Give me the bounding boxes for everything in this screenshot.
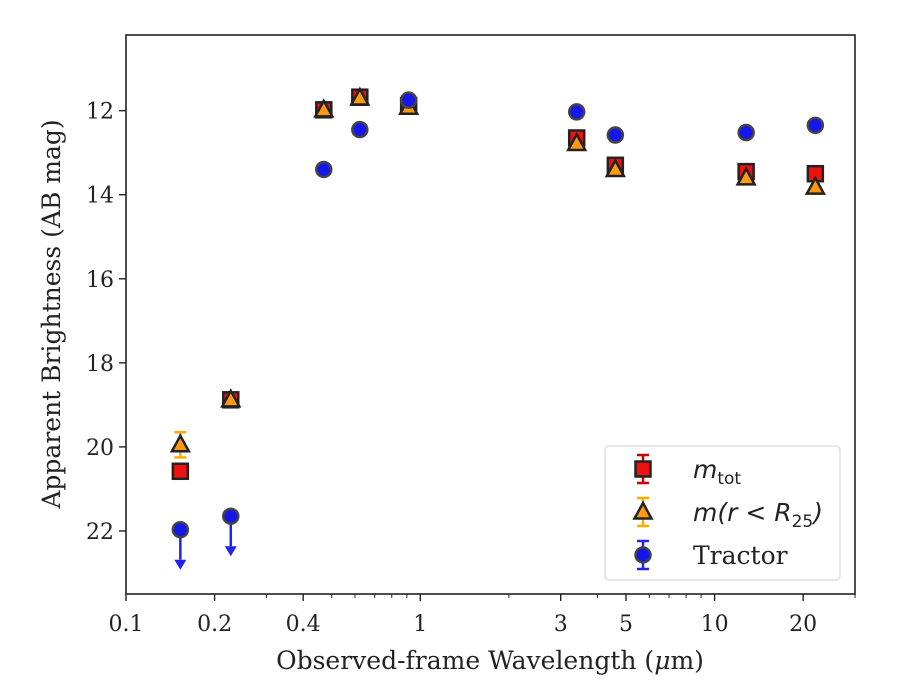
legend-marker-mtot [634,453,652,485]
circle-marker [737,123,755,142]
x-tick-label: 0.2 [197,612,232,637]
arrow-head [174,559,187,570]
data-point-tractor [737,123,755,142]
data-point-tractor [806,116,825,135]
circle-marker [222,507,240,525]
data-point-tractor [171,520,190,539]
legend-label-mr25: m(r < R25) [693,498,823,532]
data-point-tractor [606,126,625,144]
circle-marker [634,546,652,564]
legend-marker-tractor [634,539,652,571]
circle-marker [315,160,333,179]
data-point-mr25 [220,388,242,408]
triangle-marker [169,433,191,453]
data-point-tractor [399,91,418,109]
triangle-marker [220,388,242,408]
triangle-marker [804,175,826,195]
data-point-tractor [315,160,333,179]
circle-marker [606,126,625,144]
triangle-marker [604,157,626,178]
legend-frame [604,445,841,581]
data-point-tractor [222,507,240,525]
data-point-tractor [567,103,586,121]
circle-marker [351,120,369,139]
triangle-marker [632,500,654,520]
x-tick-label: 0.4 [286,612,321,637]
x-tick-label: 3 [554,612,568,637]
arrow-head [224,546,237,557]
y-tick-label: 14 [86,184,114,209]
x-axis-title: Observed-frame Wavelength (μm) [276,646,704,675]
data-point-mr25 [349,86,371,106]
data-point-mr25 [735,166,757,186]
x-tick-label: 10 [701,612,729,637]
legend-label-mtot: mtot [693,455,741,489]
y-tick-label: 22 [86,520,114,545]
y-tick-label: 20 [86,436,114,461]
data-point-mr25 [169,430,191,459]
square-marker [634,460,652,478]
x-tick-label: 5 [619,612,633,637]
y-tick-label: 16 [86,268,114,293]
legend: mtot m(r < R25) Tractor [604,445,841,581]
legend-markers [632,453,654,571]
square-marker [171,462,190,481]
circle-marker [806,116,825,135]
y-tick-label: 18 [86,352,114,377]
legend-label-tractor: Tractor [693,541,788,570]
data-point-mtot [171,462,190,481]
data-point-tractor [351,120,369,139]
y-axis-title: Apparent Brightness (AB mag) [37,119,66,509]
series-mr25 [169,86,826,459]
y-tick-label: 12 [86,100,114,125]
circle-marker [171,520,190,539]
data-points [169,86,826,570]
data-point-mr25 [604,157,626,178]
legend-marker-mr25 [632,496,654,528]
triangle-marker [349,86,371,106]
series-tractor [171,91,825,570]
data-point-mr25 [804,175,826,195]
data-point-mr25 [566,131,588,152]
circle-marker [567,103,586,121]
data-point-mr25 [313,98,335,118]
x-tick-label: 20 [789,612,817,637]
x-tick-label: 0.1 [109,612,144,637]
circle-marker [399,91,418,109]
axis-ticks: 0.1 0.2 0.4 1 3 5 10 20 12 14 16 18 20 22 [86,100,856,637]
triangle-marker [313,98,335,118]
triangle-marker [566,131,588,152]
triangle-marker [735,166,757,186]
x-tick-label: 1 [413,612,427,637]
